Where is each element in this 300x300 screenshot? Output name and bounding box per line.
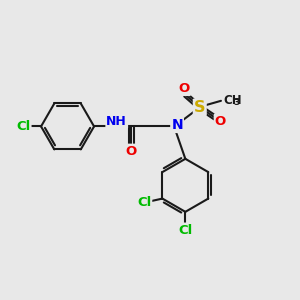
Text: Cl: Cl [137, 196, 151, 209]
Text: 3: 3 [233, 98, 239, 107]
Text: O: O [178, 82, 190, 95]
Text: O: O [215, 115, 226, 128]
Text: S: S [194, 100, 206, 115]
Text: CH: CH [223, 94, 242, 107]
Text: N: N [171, 118, 183, 132]
Text: Cl: Cl [178, 224, 193, 237]
Text: NH: NH [106, 115, 127, 128]
Text: O: O [126, 145, 137, 158]
Text: Cl: Cl [16, 120, 31, 133]
